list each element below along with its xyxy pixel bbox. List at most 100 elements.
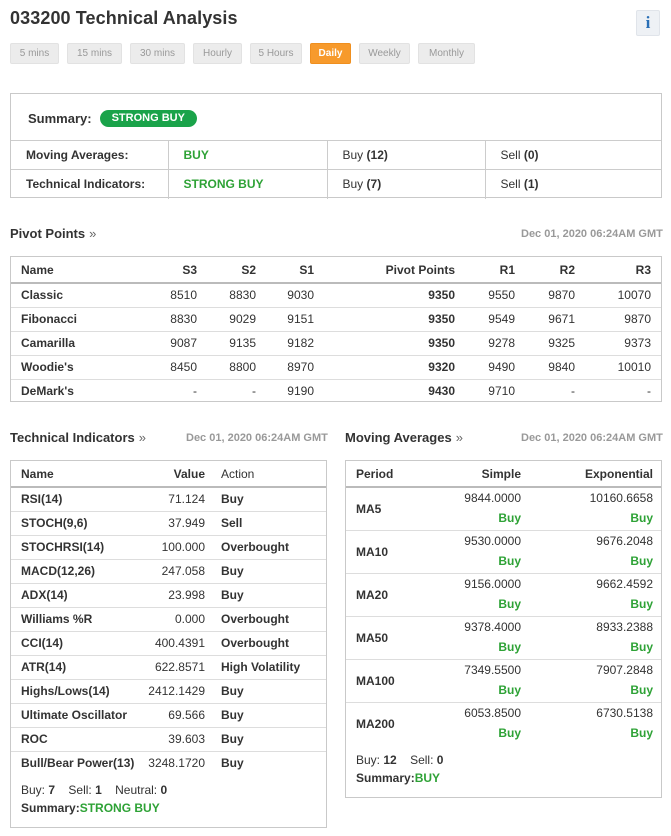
tab-weekly[interactable]: Weekly: [359, 43, 410, 64]
pivot-points-title[interactable]: Pivot Points»: [10, 226, 96, 241]
ma-exponential-action: Buy: [630, 511, 653, 526]
ti-neutral-label: Neutral:: [115, 783, 158, 797]
summary-label: Summary:: [28, 111, 92, 126]
summary-row-signal: BUY: [168, 140, 328, 170]
col-header-name: Name: [11, 257, 109, 284]
summary-badge: STRONG BUY: [99, 110, 197, 127]
pivot-row-camarilla: Camarilla 9087 9135 9182 9350 9278 9325 …: [11, 330, 661, 355]
pivot-s3: 9087: [109, 330, 199, 355]
technical-indicators-title[interactable]: Technical Indicators»: [10, 430, 146, 445]
pivot-r3: 9870: [577, 306, 661, 331]
pivot-s1: 9190: [258, 378, 316, 403]
pivot-pp: 9320: [316, 354, 457, 379]
pivot-s2: 9135: [199, 330, 258, 355]
ti-value: 37.949: [141, 510, 219, 535]
ma-simple-cell: 9378.4000 Buy: [436, 615, 529, 659]
col-header-s1: S1: [258, 257, 316, 284]
ti-name: RSI(14): [11, 486, 141, 511]
pivot-r2: 9840: [517, 354, 577, 379]
ti-value: 100.000: [141, 534, 219, 559]
ti-row: RSI(14) 71.124 Buy: [11, 486, 326, 511]
ti-value: 247.058: [141, 558, 219, 583]
ti-name: ROC: [11, 726, 141, 751]
pivot-points-panel: Name S3 S2 S1 Pivot Points R1 R2 R3 Clas…: [10, 256, 662, 403]
ma-period: MA10: [346, 529, 436, 573]
col-header-name: Name: [11, 461, 141, 488]
ti-row: Highs/Lows(14) 2412.1429 Buy: [11, 678, 326, 703]
pivot-s2: -: [199, 378, 258, 403]
pivot-s2: 9029: [199, 306, 258, 331]
ma-simple-value: 9156.0000: [464, 577, 521, 591]
pivot-name: DeMark's: [11, 378, 109, 403]
pivot-pp: 9350: [316, 330, 457, 355]
ma-simple-cell: 9530.0000 Buy: [436, 529, 529, 573]
pivot-name: Woodie's: [11, 354, 109, 379]
ti-row: STOCHRSI(14) 100.000 Overbought: [11, 534, 326, 559]
moving-averages-title[interactable]: Moving Averages»: [345, 430, 463, 445]
col-header-r1: R1: [457, 257, 517, 284]
tab-daily[interactable]: Daily: [310, 43, 351, 64]
ma-simple-cell: 9156.0000 Buy: [436, 572, 529, 616]
ti-name: MACD(12,26): [11, 558, 141, 583]
moving-averages-panel: Period Simple Exponential MA5 9844.0000 Bu…: [345, 460, 662, 798]
info-icon[interactable]: i: [636, 10, 660, 36]
ti-row: MACD(12,26) 247.058 Buy: [11, 558, 326, 583]
col-header-r3: R3: [577, 257, 661, 284]
tab-5-hours[interactable]: 5 Hours: [250, 43, 302, 64]
col-header-exponential: Exponential: [529, 461, 661, 488]
ma-simple-cell: 9844.0000 Buy: [436, 486, 529, 530]
ti-buy-count: 7: [48, 783, 56, 797]
ma-simple-cell: 7349.5500 Buy: [436, 658, 529, 702]
tab-15-mins[interactable]: 15 mins: [67, 43, 122, 64]
pivot-name: Classic: [11, 282, 109, 307]
pivot-s3: 8830: [109, 306, 199, 331]
ma-summary: Summary:BUY: [356, 771, 440, 785]
ma-exponential-value: 8933.2388: [596, 620, 653, 634]
moving-averages-timestamp: Dec 01, 2020 06:24AM GMT: [521, 432, 663, 444]
ma-counts: Buy: 12 Sell: 0: [356, 753, 443, 767]
ti-row: Ultimate Oscillator 69.566 Buy: [11, 702, 326, 727]
ti-row: ADX(14) 23.998 Buy: [11, 582, 326, 607]
ti-neutral-count: 0: [160, 783, 168, 797]
ti-action: Overbought: [219, 534, 326, 559]
ti-action: Overbought: [219, 630, 326, 655]
summary-row-name: Moving Averages:: [11, 140, 169, 170]
page-title: 033200 Technical Analysis: [10, 8, 238, 28]
tab-hourly[interactable]: Hourly: [193, 43, 242, 64]
tab-30-mins[interactable]: 30 mins: [130, 43, 185, 64]
ti-value: 3248.1720: [141, 750, 219, 775]
ma-sell-count: 0: [436, 753, 444, 767]
ma-simple-action: Buy: [498, 640, 521, 654]
ma-exponential-cell: 8933.2388 Buy: [529, 615, 661, 659]
pivot-r2: 9870: [517, 282, 577, 307]
pivot-r1: 9550: [457, 282, 517, 307]
ti-value: 39.603: [141, 726, 219, 751]
pivot-row-demarks: DeMark's - - 9190 9430 9710 - -: [11, 378, 661, 403]
ma-period: MA200: [346, 701, 436, 745]
ma-simple-value: 9378.4000: [464, 620, 521, 634]
tab-5-mins[interactable]: 5 mins: [10, 43, 59, 64]
summary-sell-label: Sell: [500, 177, 521, 192]
summary-box: Summary: STRONG BUY Moving Averages: BUY…: [10, 93, 662, 199]
pivot-r3: -: [577, 378, 661, 403]
ti-value: 69.566: [141, 702, 219, 727]
ma-exponential-cell: 10160.6658 Buy: [529, 486, 661, 530]
ma-exponential-cell: 9662.4592 Buy: [529, 572, 661, 616]
tab-monthly[interactable]: Monthly: [418, 43, 475, 64]
ti-value: 23.998: [141, 582, 219, 607]
ma-exponential-value: 6730.5138: [596, 706, 653, 721]
technical-indicators-link-arrow: »: [138, 430, 146, 445]
ti-value: 622.8571: [141, 654, 219, 679]
ma-exponential-cell: 7907.2848 Buy: [529, 658, 661, 702]
moving-averages-link-arrow: »: [455, 430, 463, 445]
ti-name: STOCH(9,6): [11, 510, 141, 535]
ti-name: Highs/Lows(14): [11, 678, 141, 703]
ma-exponential-value: 10160.6658: [589, 491, 653, 506]
ti-action: Overbought: [219, 606, 326, 631]
ti-name: STOCHRSI(14): [11, 534, 141, 559]
col-header-simple: Simple: [436, 461, 529, 488]
ti-action: Buy: [219, 702, 326, 727]
summary-sell-label: Sell: [500, 148, 521, 162]
ti-value: 0.000: [141, 606, 219, 631]
ma-period: MA100: [346, 658, 436, 702]
